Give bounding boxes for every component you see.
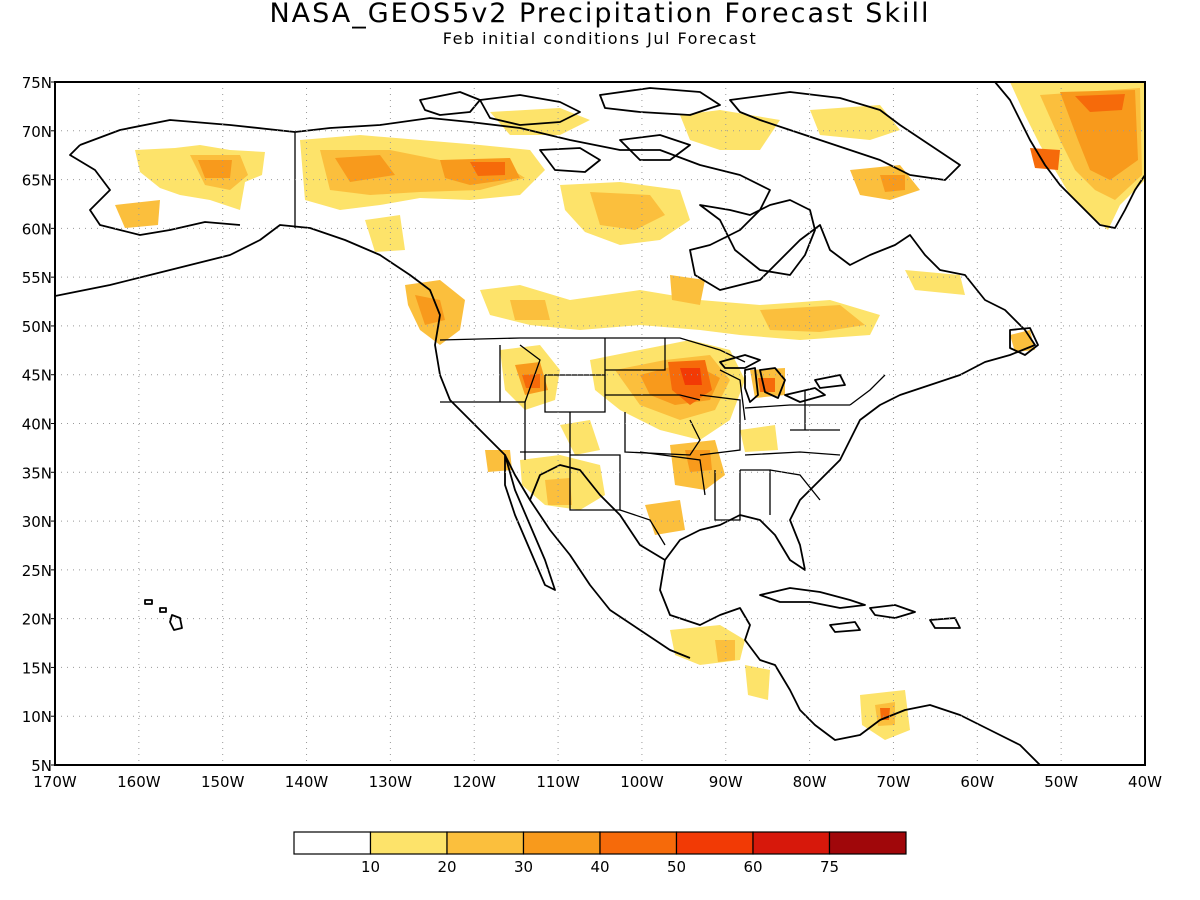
longitude-axis: 170W 160W 150W 140W 130W 120W 110W 100W 90W 80W 70… — [33, 773, 1162, 791]
lat-tick-label: 30N — [22, 513, 52, 531]
map-subtitle: Feb initial conditions Jul Forecast — [442, 29, 758, 48]
lon-tick-label: 100W — [620, 773, 664, 791]
lon-tick-label: 60W — [960, 773, 994, 791]
skill-region-bc-2 — [415, 295, 445, 325]
colorbar-swatch — [369, 831, 448, 855]
lon-tick-label: 50W — [1044, 773, 1078, 791]
lat-tick-label: 25N — [22, 562, 52, 580]
skill-region-michigan-2 — [758, 378, 775, 392]
plot-frame — [54, 81, 1146, 766]
lat-tick-label: 75N — [22, 74, 52, 92]
colorbar-swatch — [828, 831, 907, 855]
lat-tick-label: 10N — [22, 708, 52, 726]
lat-tick-label: 35N — [22, 464, 52, 482]
colorbar-label: 60 — [743, 858, 762, 876]
colorbar-label: 40 — [590, 858, 609, 876]
colorbar-swatch — [293, 831, 372, 855]
lat-tick-label: 40N — [22, 416, 52, 434]
colorbar-label: 20 — [437, 858, 456, 876]
skill-region-nw-canada-3 — [335, 155, 395, 182]
lon-tick-label: 120W — [452, 773, 496, 791]
colorbar-swatch — [752, 831, 831, 855]
skill-region-ontario — [670, 275, 705, 305]
colorbar: 10 20 30 40 50 60 75 — [293, 831, 907, 876]
map-title: NASA_GEOS5v2 Precipitation Forecast Skil… — [269, 0, 931, 29]
skill-region-southwest-2 — [545, 478, 572, 505]
skill-region-idaho-3 — [522, 374, 540, 388]
colorbar-label: 50 — [667, 858, 686, 876]
skill-region-central-us-5 — [680, 368, 702, 385]
lat-tick-label: 60N — [22, 220, 52, 238]
skill-region-s-canada-3 — [510, 300, 550, 320]
colorbar-swatch — [675, 831, 754, 855]
skill-region-greenland-4 — [1075, 94, 1125, 112]
lon-tick-label: 110W — [536, 773, 580, 791]
skill-region-greenland-3 — [1060, 90, 1138, 180]
skill-region-arctic-islands — [680, 110, 780, 150]
lon-tick-label: 150W — [201, 773, 245, 791]
lon-tick-label: 160W — [117, 773, 161, 791]
skill-region-bc-north — [365, 215, 405, 252]
skill-region-labrador — [905, 270, 965, 295]
lat-tick-label: 45N — [22, 367, 52, 385]
skill-region-s-canada-2 — [760, 305, 865, 332]
skill-region-central-canada-2 — [590, 192, 665, 230]
colorbar-label: 10 — [361, 858, 380, 876]
lon-tick-label: 140W — [285, 773, 329, 791]
lon-tick-label: 40W — [1128, 773, 1162, 791]
skill-region-ohio-valley — [740, 425, 778, 452]
skill-region-baffin-2 — [880, 175, 905, 192]
lat-tick-label: 70N — [22, 123, 52, 141]
skill-region-alaska-sw — [115, 200, 160, 228]
skill-region-c-america-3 — [745, 665, 770, 700]
lat-tick-label: 20N — [22, 611, 52, 629]
skill-region-texas — [645, 500, 685, 535]
colorbar-label: 75 — [820, 858, 839, 876]
colorbar-label: 30 — [514, 858, 533, 876]
colorbar-swatch — [599, 831, 678, 855]
coastlines — [55, 82, 1145, 765]
skill-region-nw-canada-5 — [470, 162, 505, 176]
lat-tick-label: 5N — [31, 757, 52, 775]
political-borders — [294, 132, 886, 546]
skill-region-alaska-3 — [198, 160, 232, 178]
lon-tick-label: 130W — [369, 773, 413, 791]
skill-region-s-plains-2 — [685, 450, 712, 472]
colorbar-swatch — [522, 831, 601, 855]
lon-tick-label: 70W — [877, 773, 911, 791]
colorbar-swatch — [446, 831, 525, 855]
lat-tick-label: 15N — [22, 659, 52, 677]
lat-tick-label: 55N — [22, 269, 52, 287]
lat-tick-label: 65N — [22, 172, 52, 190]
skill-region-c-america-2 — [715, 640, 735, 662]
lon-tick-label: 90W — [709, 773, 743, 791]
lon-tick-label: 80W — [793, 773, 827, 791]
latitude-axis: 75N 70N 65N 60N 55N 50N 45N 40N 35N 30N 25N 20N 15N 1… — [22, 74, 52, 775]
lat-tick-label: 50N — [22, 318, 52, 336]
lon-tick-label: 170W — [33, 773, 77, 791]
